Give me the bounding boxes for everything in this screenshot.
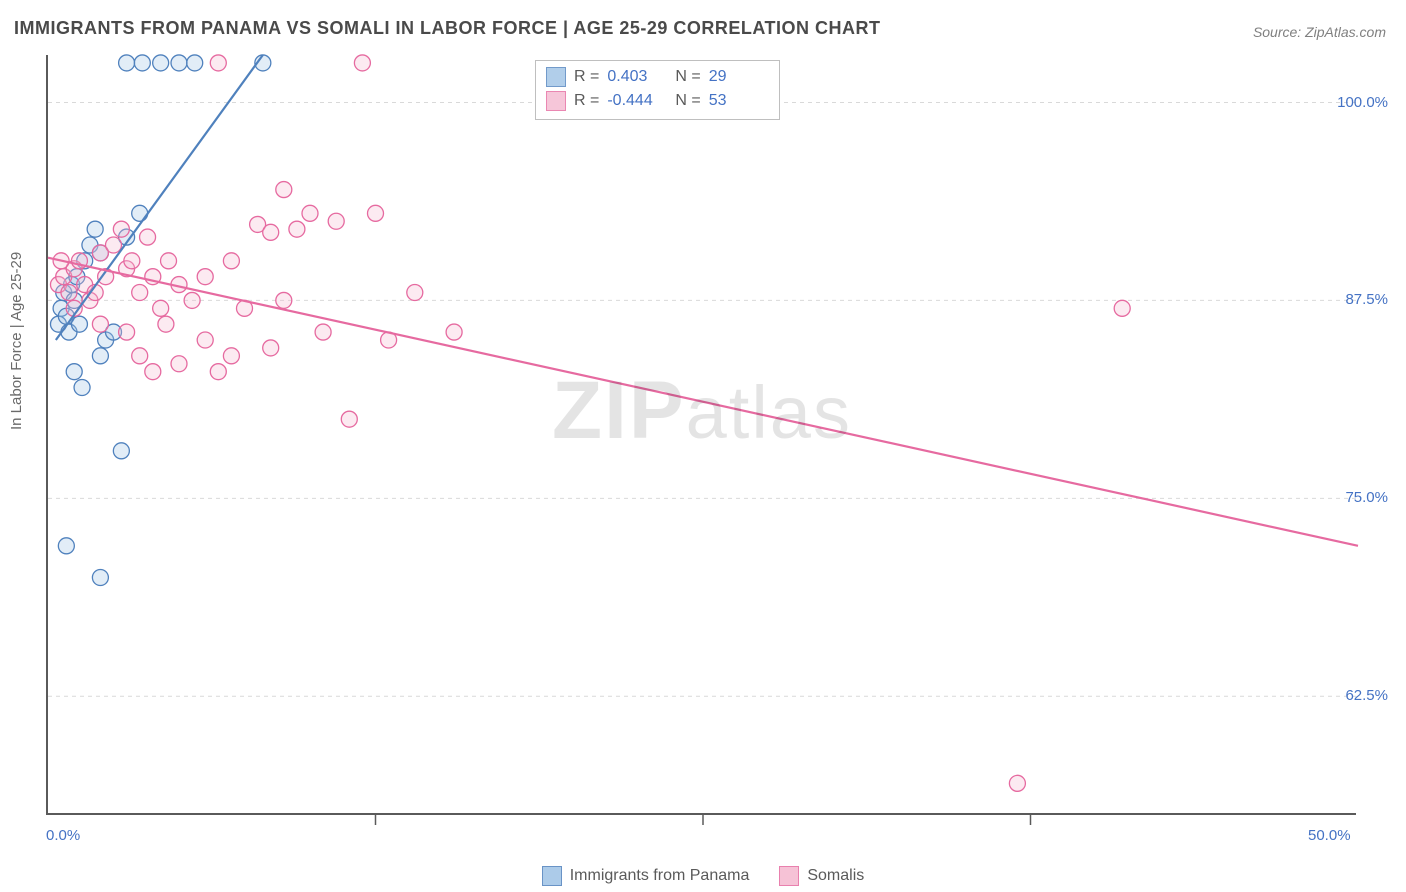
chart-title: IMMIGRANTS FROM PANAMA VS SOMALI IN LABO… — [14, 18, 881, 39]
y-tick-label: 75.0% — [1345, 489, 1388, 506]
legend-row: R = -0.444 N = 53 — [546, 89, 769, 113]
legend-swatch — [779, 866, 799, 886]
legend-swatch — [546, 67, 566, 87]
legend-r-value: 0.403 — [607, 68, 667, 86]
legend-label: Immigrants from Panama — [570, 867, 750, 885]
source-label: Source: ZipAtlas.com — [1253, 24, 1386, 40]
y-tick-label: 87.5% — [1345, 291, 1388, 308]
legend-n-value: 29 — [709, 68, 769, 86]
legend-item: Somalis — [779, 866, 864, 886]
x-tick-label: 50.0% — [1308, 827, 1351, 844]
chart-svg — [48, 55, 1356, 813]
legend-row: R = 0.403 N = 29 — [546, 65, 769, 89]
legend-n-label: N = — [675, 92, 700, 110]
series-legend: Immigrants from Panama Somalis — [0, 866, 1406, 886]
legend-r-label: R = — [574, 92, 599, 110]
y-tick-label: 62.5% — [1345, 687, 1388, 704]
legend-r-label: R = — [574, 68, 599, 86]
correlation-legend: R = 0.403 N = 29 R = -0.444 N = 53 — [535, 60, 780, 120]
y-tick-label: 100.0% — [1337, 94, 1388, 111]
legend-swatch — [542, 866, 562, 886]
legend-label: Somalis — [807, 867, 864, 885]
legend-swatch — [546, 91, 566, 111]
legend-item: Immigrants from Panama — [542, 866, 750, 886]
x-tick-label: 0.0% — [46, 827, 80, 844]
y-axis-label: In Labor Force | Age 25-29 — [8, 252, 25, 430]
plot-area: ZIPatlas — [46, 55, 1356, 815]
legend-n-label: N = — [675, 68, 700, 86]
legend-n-value: 53 — [709, 92, 769, 110]
legend-r-value: -0.444 — [607, 92, 667, 110]
